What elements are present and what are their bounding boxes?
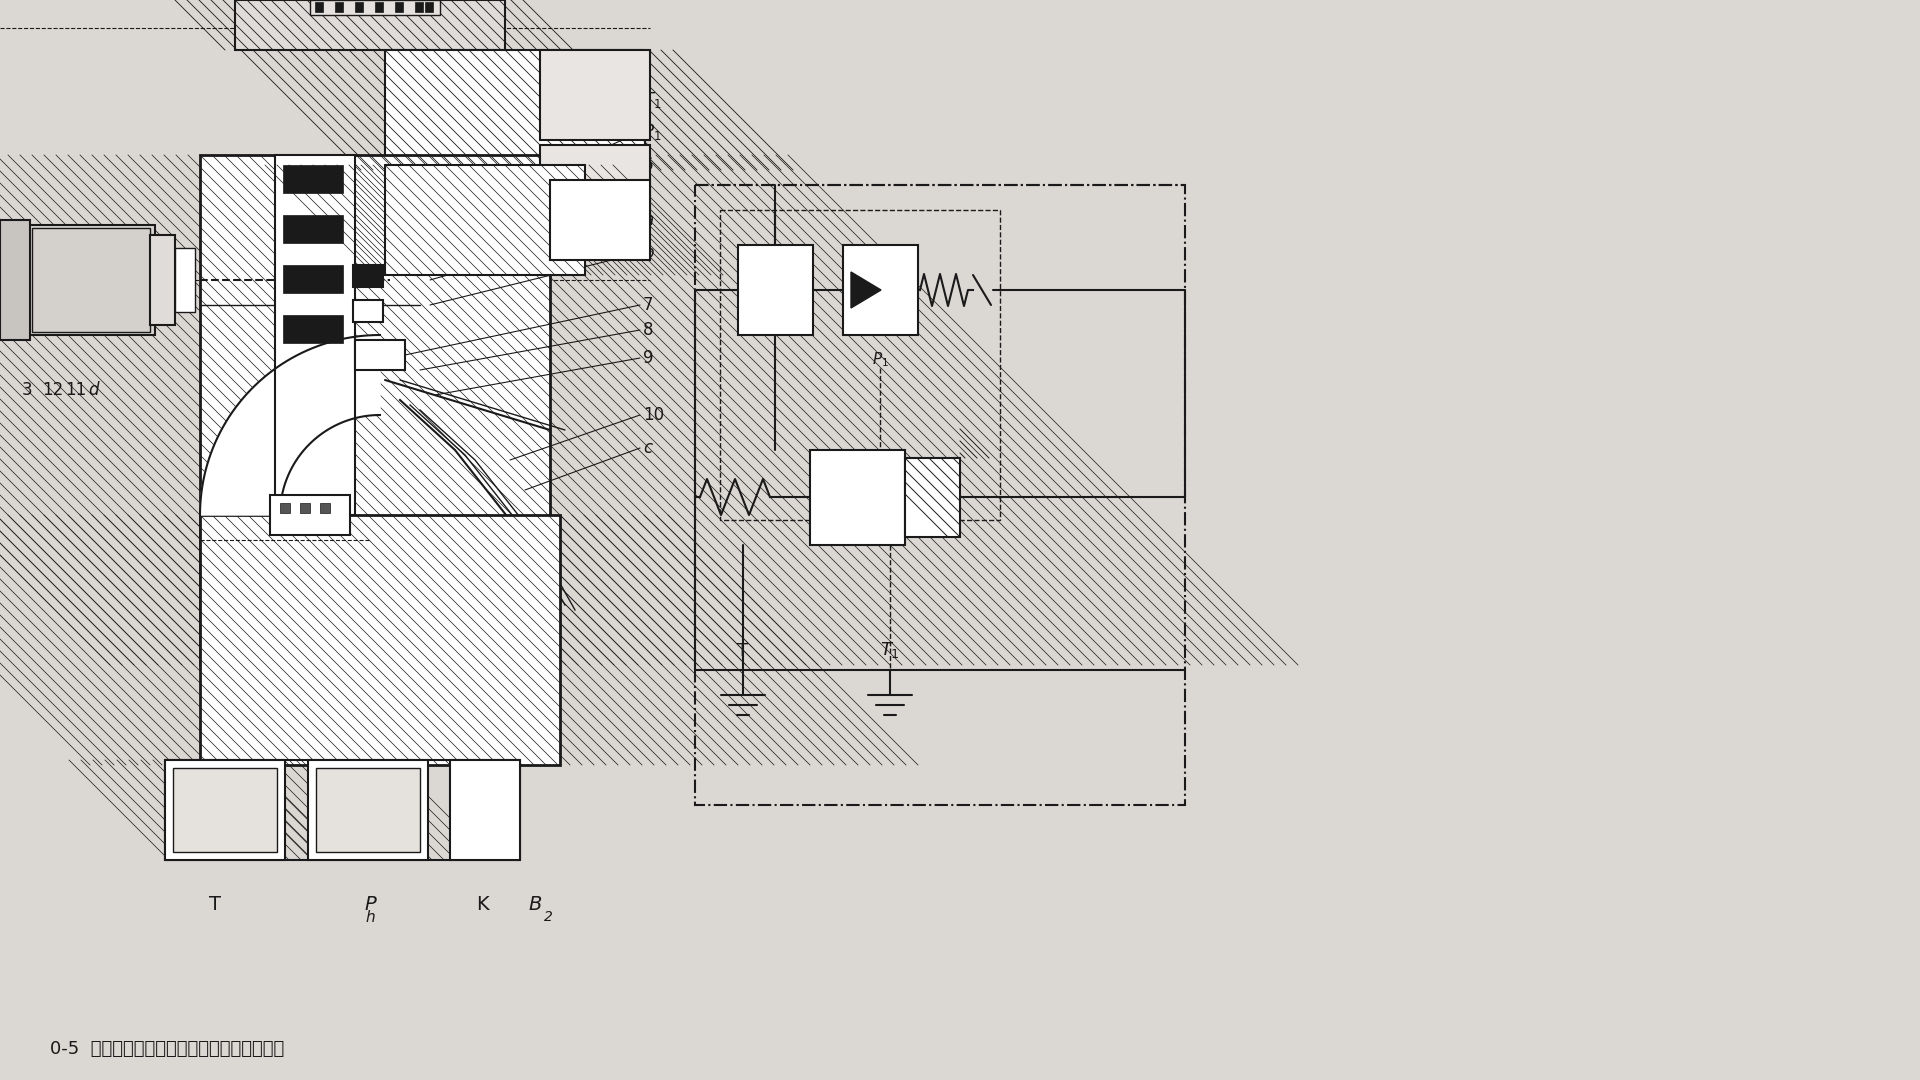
Text: 11: 11 [65,381,86,399]
Bar [0,225,156,335]
Text: $T_1$: $T_1$ [643,90,662,110]
Bar [0,220,31,340]
Text: b: b [643,244,653,262]
Bar [720,210,1000,519]
Text: 8: 8 [643,321,653,339]
Text: 9: 9 [643,349,653,367]
Bar [275,156,355,515]
Bar [843,245,918,335]
Bar [307,760,428,860]
Text: P: P [365,895,376,914]
Bar [904,458,960,537]
Bar [374,2,382,12]
Bar [355,340,405,370]
Bar [200,156,549,665]
Text: T: T [737,642,749,660]
Text: 10: 10 [643,406,664,424]
Text: c: c [643,438,653,457]
Text: K: K [476,895,488,914]
Bar [175,248,196,312]
Bar [810,450,904,545]
Bar [300,503,309,513]
Bar [271,495,349,535]
Bar [309,0,440,15]
Text: 6: 6 [643,156,653,174]
Bar [355,2,363,12]
Text: 3: 3 [21,381,33,399]
Bar [695,185,1185,805]
Text: 2: 2 [543,910,553,924]
Bar [282,165,344,193]
Bar [540,50,651,140]
Bar [353,265,382,287]
Bar [549,180,651,260]
Text: h: h [365,910,374,924]
Text: 7: 7 [643,296,653,314]
Bar [317,768,420,852]
Text: $P_1$: $P_1$ [643,122,660,141]
Bar [737,245,812,335]
Bar [33,228,150,332]
Bar [386,165,586,275]
Bar [334,2,344,12]
Bar [540,145,651,225]
Bar [386,50,645,170]
Bar [396,2,403,12]
Bar [173,768,276,852]
Bar [150,235,175,325]
Bar [315,2,323,12]
Text: d: d [88,381,98,399]
Bar [353,300,382,322]
Bar [282,215,344,243]
Polygon shape [851,272,881,308]
Text: $P_1$: $P_1$ [872,350,889,368]
Text: $T_1$: $T_1$ [879,640,900,660]
Text: a: a [643,211,653,229]
Bar [321,503,330,513]
Bar [415,2,422,12]
Bar [449,760,520,860]
Bar [282,265,344,293]
Bar [200,515,561,765]
Text: T: T [209,895,221,914]
Text: 0-5  二位二通电磁控制阆控制的先导式溢流阀: 0-5 二位二通电磁控制阆控制的先导式溢流阀 [50,1040,284,1058]
Polygon shape [200,335,380,515]
Bar [424,2,434,12]
Text: 12: 12 [42,381,63,399]
Bar [165,760,284,860]
Bar [234,0,505,50]
Bar [282,315,344,343]
Text: B: B [528,895,541,914]
Bar [280,503,290,513]
